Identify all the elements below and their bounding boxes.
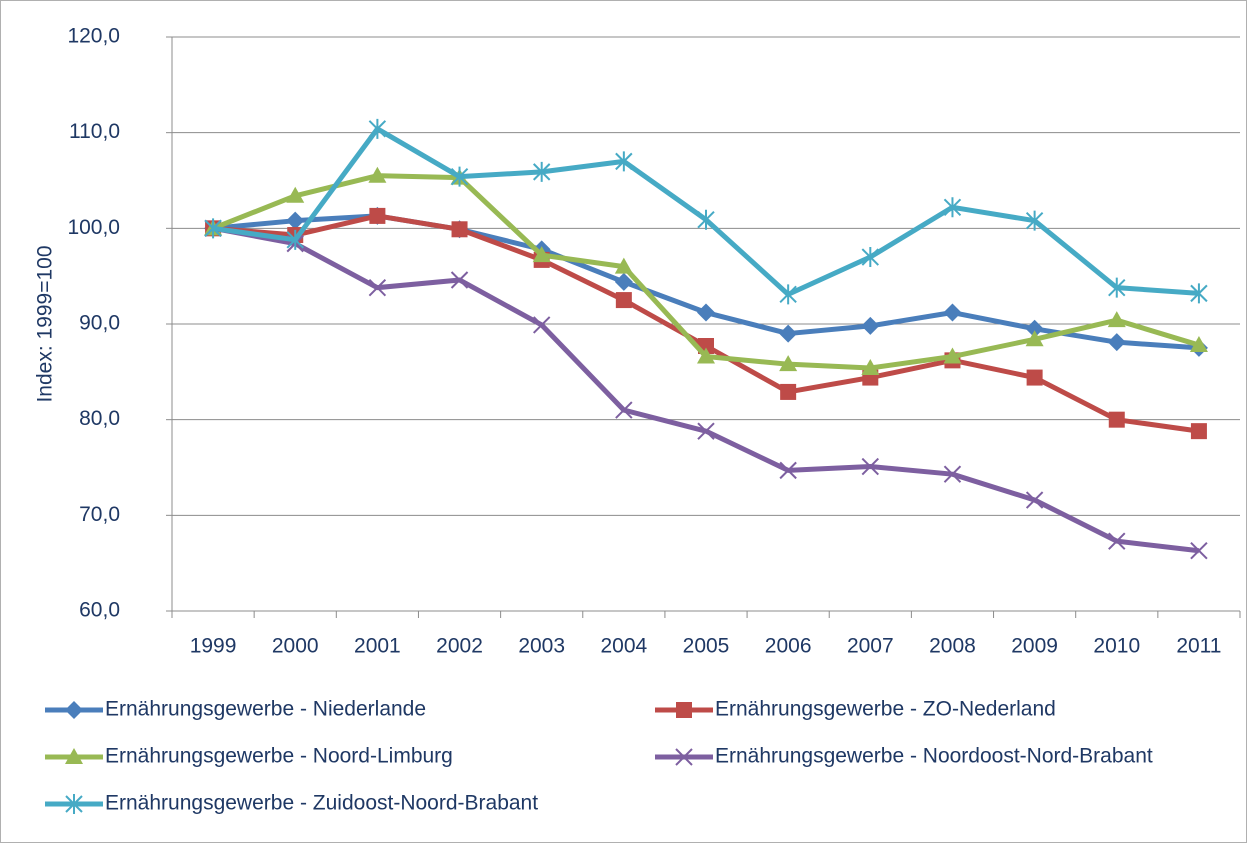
marker <box>1025 330 1044 347</box>
legend-label: Ernährungsgewerbe - Zuidoost-Noord-Braba… <box>105 792 538 815</box>
marker <box>615 151 633 172</box>
marker <box>697 209 715 230</box>
marker <box>532 316 551 334</box>
marker <box>943 347 962 364</box>
marker <box>779 284 797 305</box>
x-tick-label: 2011 <box>1176 635 1221 658</box>
x-tick-label: 2003 <box>518 635 565 658</box>
marker <box>204 218 222 239</box>
marker <box>532 161 551 182</box>
legend-marker <box>65 701 83 719</box>
legend-marker <box>65 748 83 764</box>
y-axis-label: Index: 1999=100 <box>34 245 57 402</box>
marker <box>697 303 715 322</box>
marker <box>1025 491 1044 509</box>
marker <box>615 401 633 419</box>
marker <box>943 197 962 218</box>
marker <box>779 324 798 343</box>
legend-marker <box>65 794 83 814</box>
legend-label: Ernährungsgewerbe - Noordoost-Nord-Braba… <box>715 745 1153 768</box>
marker <box>615 292 632 309</box>
marker <box>697 422 715 440</box>
marker <box>368 118 387 139</box>
marker <box>1190 423 1207 440</box>
marker <box>861 457 880 476</box>
x-tick-label: 2009 <box>1011 635 1058 658</box>
marker <box>697 347 715 364</box>
marker <box>779 355 798 372</box>
y-tick-label: 70,0 <box>79 503 120 526</box>
x-tick-label: 2007 <box>847 635 894 658</box>
marker <box>1190 542 1208 560</box>
x-tick-label: 2010 <box>1093 635 1140 658</box>
x-tick-label: 2004 <box>600 635 647 658</box>
x-tick-label: 2001 <box>354 635 401 658</box>
marker <box>369 207 386 224</box>
legend-label: Ernährungsgewerbe - Noord-Limburg <box>105 745 453 768</box>
marker <box>286 186 305 203</box>
x-tick-label: 2005 <box>683 635 730 658</box>
legend-label: Ernährungsgewerbe - ZO-Nederland <box>715 698 1056 721</box>
y-tick-label: 110,0 <box>69 120 120 143</box>
legend-label: Ernährungsgewerbe - Niederlande <box>105 698 426 721</box>
x-tick-label: 1999 <box>190 635 237 658</box>
marker <box>1108 411 1125 428</box>
marker <box>368 166 387 183</box>
legend-marker <box>676 702 692 718</box>
marker <box>614 272 633 291</box>
marker <box>779 461 797 480</box>
marker <box>614 257 633 274</box>
marker <box>1107 333 1126 352</box>
x-tick-label: 2008 <box>929 635 976 658</box>
marker <box>861 247 880 268</box>
x-tick-label: 2000 <box>272 635 319 658</box>
marker <box>450 166 469 187</box>
marker <box>1026 369 1043 386</box>
marker <box>780 383 797 400</box>
marker <box>286 229 304 250</box>
marker <box>861 316 880 335</box>
marker <box>943 465 962 483</box>
y-tick-label: 120,0 <box>67 25 120 48</box>
legend-marker <box>675 748 693 766</box>
marker <box>1108 277 1126 298</box>
marker <box>1107 311 1126 328</box>
marker <box>1189 336 1208 353</box>
y-tick-label: 80,0 <box>79 407 120 430</box>
marker <box>532 246 551 263</box>
marker <box>1025 319 1044 338</box>
y-tick-label: 60,0 <box>79 599 120 622</box>
marker <box>1025 210 1044 231</box>
marker <box>451 221 468 238</box>
y-tick-label: 90,0 <box>79 312 120 335</box>
marker <box>861 359 880 376</box>
x-tick-label: 2006 <box>765 635 812 658</box>
marker <box>943 303 962 322</box>
marker <box>1108 532 1126 550</box>
y-tick-label: 100,0 <box>67 216 120 239</box>
marker <box>450 271 469 289</box>
marker <box>368 278 387 297</box>
x-tick-label: 2002 <box>436 635 483 658</box>
marker <box>1190 283 1208 304</box>
marker <box>286 211 305 230</box>
